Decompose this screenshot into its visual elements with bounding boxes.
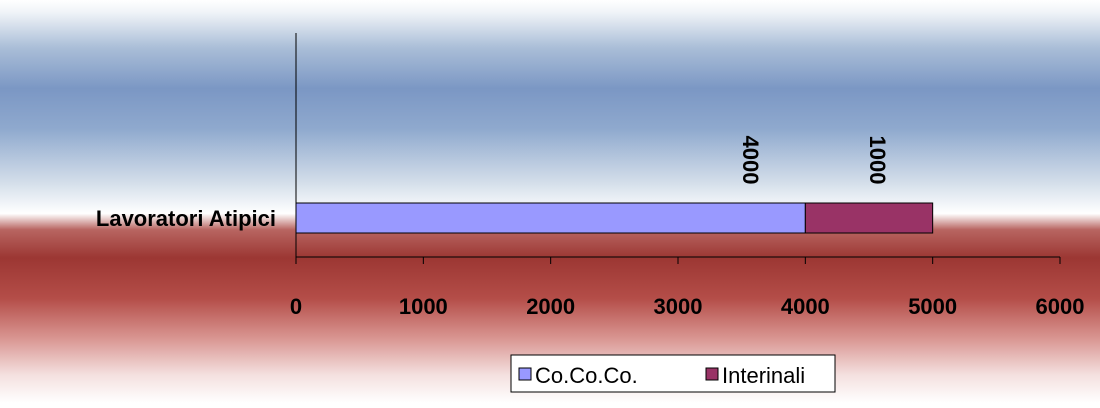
legend-swatch-interinali — [705, 367, 719, 381]
x-tick-label: 3000 — [654, 294, 703, 319]
x-tick-label: 4000 — [781, 294, 830, 319]
data-label-interinali: 1000 — [865, 136, 890, 185]
bar-interinali — [804, 202, 934, 234]
x-tick-label: 0 — [290, 294, 302, 319]
legend-label-co-co-co: Co.Co.Co. — [535, 363, 638, 388]
bar-co-co-co — [295, 202, 806, 234]
legend-label-interinali: Interinali — [722, 363, 805, 388]
x-tick-label: 2000 — [526, 294, 575, 319]
x-tick-label: 5000 — [908, 294, 957, 319]
x-tick-label: 1000 — [399, 294, 448, 319]
legend-box — [510, 354, 836, 393]
legend-swatch-co-co-co — [518, 367, 532, 381]
category-label: Lavoratori Atipici — [96, 206, 276, 231]
x-tick-label: 6000 — [1036, 294, 1085, 319]
data-label-co-co-co: 4000 — [738, 136, 763, 185]
legend: Co.Co.Co. Interinali — [510, 354, 836, 393]
